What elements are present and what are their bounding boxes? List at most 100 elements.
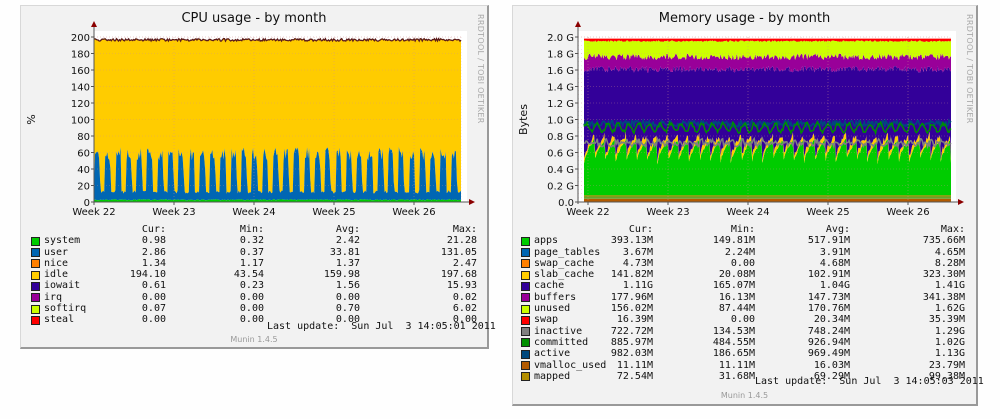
legend-value-max: 1.13G xyxy=(934,348,965,360)
y-tick-label: 1.4 G xyxy=(547,83,574,94)
memory-legend: Cur: Min: Avg: Max: apps 393.13M 149.81M 517.91… xyxy=(513,224,976,382)
cpu-chart: 0 20 40 60 80 100 120 140 160 180 200 Week 22 Week 2… xyxy=(25,21,475,218)
legend-value-cur: 885.97M xyxy=(610,336,653,348)
legend-value-cur: 194.10 xyxy=(129,269,166,281)
legend-column-header: Min: xyxy=(239,224,264,235)
legend-value-max: 1.29G xyxy=(934,325,965,337)
legend-value-avg: 4.68M xyxy=(819,257,850,269)
legend-value-avg: 3.91M xyxy=(819,246,850,258)
legend-value-min: 2.24M xyxy=(724,246,755,258)
legend-value-avg: 1.56 xyxy=(335,280,360,292)
legend-swatch xyxy=(521,236,530,246)
legend-value-cur: 16.39M xyxy=(616,314,653,326)
y-tick-label: 0.6 G xyxy=(547,149,574,160)
legend-swatch xyxy=(31,248,40,258)
legend-value-min: 134.53M xyxy=(712,325,755,337)
legend-value-cur: 11.11M xyxy=(616,359,653,371)
legend-swatch xyxy=(31,259,40,269)
cpu-chart-title: CPU usage - by month xyxy=(181,11,327,26)
legend-column-header: Avg: xyxy=(335,224,360,235)
legend-value-cur: 141.82M xyxy=(610,269,653,281)
legend-label: nice xyxy=(44,257,69,269)
legend-row: swap 16.39M 0.00 20.34M 35.39M xyxy=(513,314,976,325)
x-tick-label: Week 22 xyxy=(566,207,609,218)
legend-row: cache 1.11G 165.07M 1.04G 1.41G xyxy=(513,280,976,291)
legend-label: mapped xyxy=(534,370,571,382)
legend-value-avg: 0.00 xyxy=(335,291,360,303)
y-tick-label: 100 xyxy=(71,116,90,127)
legend-row: system 0.98 0.32 2.42 21.28 xyxy=(21,235,487,246)
x-tick-label: Week 26 xyxy=(886,207,929,218)
rrdtool-credit: RRDTOOL / TOBI OETIKER xyxy=(965,14,974,124)
x-tick-label: Week 26 xyxy=(392,207,435,218)
legend-value-cur: 2.86 xyxy=(141,246,166,258)
x-tick-label: Week 25 xyxy=(806,207,849,218)
legend-value-min: 484.55M xyxy=(712,336,755,348)
legend-row: unused 156.02M 87.44M 170.76M 1.62G xyxy=(513,303,976,314)
legend-value-min: 0.00 xyxy=(239,303,264,315)
legend-swatch xyxy=(521,293,530,303)
legend-value-cur: 3.67M xyxy=(622,246,653,258)
legend-swatch xyxy=(521,349,530,359)
legend-value-max: 23.79M xyxy=(928,359,965,371)
y-tick-label: 120 xyxy=(71,99,90,110)
y-tick-label: 0 xyxy=(84,198,90,209)
legend-value-max: 0.00 xyxy=(452,314,477,326)
legend-swatch xyxy=(31,293,40,303)
legend-row: swap_cache 4.73M 0.00 4.68M 8.28M xyxy=(513,258,976,269)
legend-value-max: 323.30M xyxy=(922,269,965,281)
legend-label: idle xyxy=(44,269,69,281)
legend-label: iowait xyxy=(44,280,81,292)
legend-value-avg: 147.73M xyxy=(807,291,850,303)
legend-label: irq xyxy=(44,291,63,303)
legend-value-cur: 0.98 xyxy=(141,235,166,247)
legend-value-avg: 969.49M xyxy=(807,348,850,360)
series-line-steal-top xyxy=(93,37,462,43)
legend-value-avg: 926.94M xyxy=(807,336,850,348)
legend-column-header: Max: xyxy=(452,224,477,235)
legend-label: steal xyxy=(44,314,75,326)
legend-value-cur: 0.00 xyxy=(141,314,166,326)
y-tick-label: 20 xyxy=(77,182,90,193)
series-area-buffers xyxy=(584,53,951,73)
y-tick-label: 40 xyxy=(77,165,90,176)
x-tick-label: Week 23 xyxy=(646,207,689,218)
legend-value-max: 21.28 xyxy=(446,235,477,247)
y-axis-label: % xyxy=(25,114,38,124)
legend-swatch xyxy=(521,248,530,258)
legend-value-max: 0.02 xyxy=(452,291,477,303)
y-tick-label: 140 xyxy=(71,83,90,94)
legend-label: user xyxy=(44,246,69,258)
legend-column-header: Cur: xyxy=(141,224,166,235)
y-tick-label: 1.6 G xyxy=(547,66,574,77)
legend-value-min: 43.54 xyxy=(233,269,264,281)
legend-value-avg: 20.34M xyxy=(813,314,850,326)
legend-value-min: 20.08M xyxy=(718,269,755,281)
legend-row: inactive 722.72M 134.53M 748.24M 1.29G xyxy=(513,326,976,337)
y-tick-label: 60 xyxy=(77,149,90,160)
legend-value-max: 99.38M xyxy=(928,370,965,382)
legend-value-avg: 748.24M xyxy=(807,325,850,337)
legend-label: active xyxy=(534,348,571,360)
legend-swatch xyxy=(31,315,40,325)
legend-value-avg: 69.29M xyxy=(813,370,850,382)
memory-chart-title: Memory usage - by month xyxy=(658,11,831,26)
legend-value-max: 35.39M xyxy=(928,314,965,326)
x-axis-arrow xyxy=(469,199,475,205)
legend-value-cur: 72.54M xyxy=(616,370,653,382)
legend-value-cur: 722.72M xyxy=(610,325,653,337)
legend-value-min: 1.17 xyxy=(239,257,264,269)
legend-value-cur: 0.00 xyxy=(141,291,166,303)
legend-value-min: 0.00 xyxy=(730,314,755,326)
legend-label: swap xyxy=(534,314,559,326)
x-tick-label: Week 24 xyxy=(726,207,769,218)
legend-swatch xyxy=(521,361,530,371)
y-tick-label: 80 xyxy=(77,132,90,143)
legend-column-header: Cur: xyxy=(628,224,653,235)
legend-value-min: 87.44M xyxy=(718,303,755,315)
series-area-swap-cache xyxy=(584,198,951,202)
legend-value-avg: 159.98 xyxy=(323,269,360,281)
y-tick-label: 2.0 G xyxy=(547,33,574,44)
legend-value-min: 0.00 xyxy=(239,314,264,326)
legend-value-avg: 2.42 xyxy=(335,235,360,247)
